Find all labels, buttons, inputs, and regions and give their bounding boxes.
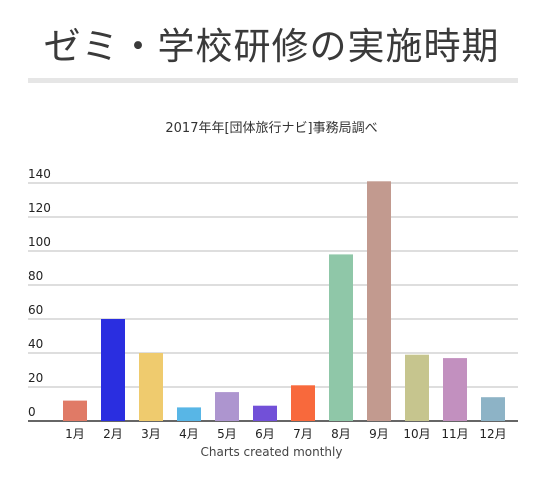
bar-11 [443, 358, 467, 421]
y-tick-label: 120 [28, 201, 51, 215]
bar-1 [63, 400, 87, 421]
x-category-label: 11月 [441, 427, 468, 441]
page-title: ゼミ・学校研修の実施時期 [43, 25, 500, 68]
bar-12 [481, 397, 505, 421]
x-category-label: 4月 [179, 427, 199, 441]
x-category-label: 6月 [255, 427, 275, 441]
y-tick-label: 20 [28, 371, 43, 385]
y-tick-label: 140 [28, 167, 51, 181]
y-tick-label: 60 [28, 303, 43, 317]
bars [63, 181, 505, 421]
title-divider [28, 78, 518, 83]
bar-5 [215, 392, 239, 421]
chart-title: 2017年年[団体旅行ナビ]事務局調べ [165, 121, 378, 136]
y-tick-label: 40 [28, 337, 43, 351]
bar-7 [291, 385, 315, 421]
x-category-label: 2月 [103, 427, 123, 441]
x-axis-label: Charts created monthly [200, 445, 343, 459]
x-category-label: 1月 [65, 427, 85, 441]
y-tick-label: 0 [28, 405, 36, 419]
x-category-label: 10月 [403, 427, 430, 441]
x-axis-category-labels: 1月 2月 3月 4月 5月 6月 7月 8月 9月 10月 11月 12月 [65, 427, 506, 441]
y-tick-label: 100 [28, 235, 51, 249]
bar-8 [329, 254, 353, 421]
bar-10 [405, 354, 429, 421]
bar-3 [139, 353, 163, 421]
x-category-label: 5月 [217, 427, 237, 441]
bar-6 [253, 405, 277, 421]
x-category-label: 3月 [141, 427, 161, 441]
x-category-label: 7月 [293, 427, 313, 441]
bar-4 [177, 407, 201, 421]
x-category-label: 9月 [369, 427, 389, 441]
x-category-label: 8月 [331, 427, 351, 441]
y-axis-tick-labels: 0 20 40 60 80 100 120 140 [28, 167, 51, 419]
y-tick-label: 80 [28, 269, 43, 283]
bar-2 [101, 319, 125, 421]
x-category-label: 12月 [479, 427, 506, 441]
bar-9 [367, 181, 391, 421]
